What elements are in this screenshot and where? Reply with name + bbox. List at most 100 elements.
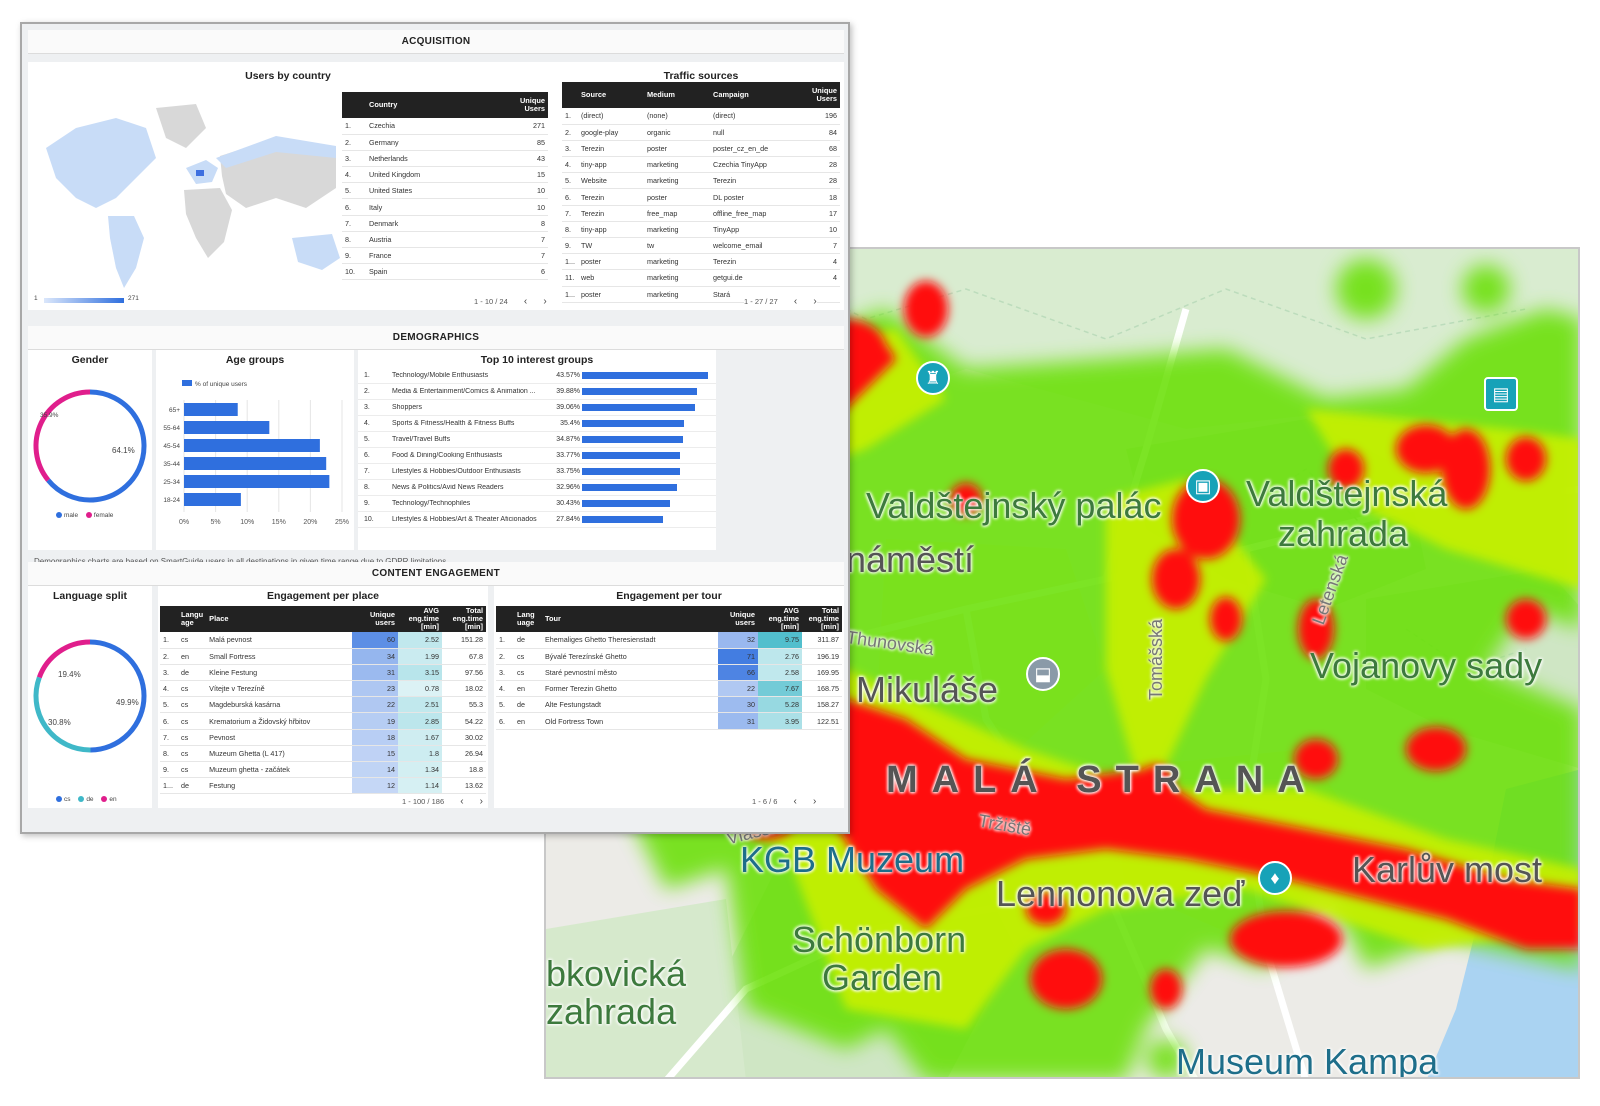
col-place[interactable]: Place xyxy=(206,606,352,632)
traffic-row[interactable]: 8. tiny-app marketing TinyApp 10 xyxy=(562,221,840,239)
col-medium[interactable]: Medium xyxy=(644,82,710,108)
interest-row[interactable]: 7. Lifestyles & Hobbies/Outdoor Enthusias… xyxy=(358,464,716,480)
camera-icon[interactable]: ▣ xyxy=(1186,469,1220,503)
traffic-row[interactable]: 11. web marketing getgui.de 4 xyxy=(562,269,840,287)
interest-row[interactable]: 6. Food & Dining/Cooking Enthusiasts 33.77… xyxy=(358,448,716,464)
language-slice-de[interactable] xyxy=(33,676,91,753)
age-bar[interactable] xyxy=(184,493,241,506)
col-total-eng-time[interactable]: Total eng.time [min] xyxy=(442,606,486,632)
tour-row[interactable]: 3. cs Staré pevnostní město 66 2.58 169.95 xyxy=(496,664,842,682)
landmark-icon[interactable]: ♦ xyxy=(1258,861,1292,895)
transit-icon[interactable]: ▤ xyxy=(1484,377,1518,411)
tour-row[interactable]: 5. de Alte Festungstadt 30 5.28 158.27 xyxy=(496,696,842,714)
interest-bar[interactable] xyxy=(582,404,695,411)
traffic-row[interactable]: 3. Terezin poster poster_cz_en_de 68 xyxy=(562,140,840,158)
next-page-icon[interactable]: › xyxy=(812,796,817,807)
col-tour[interactable]: Tour xyxy=(542,606,718,632)
traffic-row[interactable]: 6. Terezin poster DL poster 18 xyxy=(562,188,840,206)
traffic-row[interactable]: 7. Terezin free_map offline_free_map 17 xyxy=(562,205,840,222)
col-unique-users[interactable]: Unique Users xyxy=(504,92,548,118)
interest-row[interactable]: 2. Media & Entertainment/Comics & Animati… xyxy=(358,384,716,400)
next-page-icon[interactable]: › xyxy=(813,296,817,307)
language-slice-cs[interactable] xyxy=(89,639,147,753)
country-row[interactable]: 5. United States 10 xyxy=(342,182,548,200)
interest-bar[interactable] xyxy=(582,516,663,523)
col-unique-users[interactable]: Unique users xyxy=(352,606,398,632)
col-language[interactable]: Lang uage xyxy=(514,606,542,632)
country-row[interactable]: 9. France 7 xyxy=(342,247,548,265)
place-row[interactable]: 7. cs Pevnost 18 1.67 30.02 xyxy=(160,729,486,746)
traffic-row[interactable]: 4. tiny-app marketing Czechia TinyApp 28 xyxy=(562,156,840,174)
tour-row[interactable]: 2. cs Bývalé Terezínské Ghetto 71 2.76 196.19 xyxy=(496,648,842,665)
country-row[interactable]: 3. Netherlands 43 xyxy=(342,150,548,168)
place-row[interactable]: 3. de Kleine Festung 31 3.15 97.56 xyxy=(160,664,486,682)
interest-row[interactable]: 5. Travel/Travel Buffs 34.87% xyxy=(358,432,716,448)
gender-donut-chart[interactable] xyxy=(28,380,152,510)
interest-bar[interactable] xyxy=(582,468,680,475)
col-country[interactable]: Country xyxy=(366,92,504,118)
age-bar[interactable] xyxy=(184,475,330,488)
prev-page-icon[interactable]: ‹ xyxy=(793,296,798,307)
museum-icon[interactable]: ⬓ xyxy=(1026,657,1060,691)
prev-page-icon[interactable]: ‹ xyxy=(523,296,528,307)
next-page-icon[interactable]: › xyxy=(543,296,547,307)
age-bar[interactable] xyxy=(184,457,327,470)
place-row[interactable]: 9. cs Muzeum ghetta - začátek 14 1.34 18.8 xyxy=(160,761,486,779)
interest-bar[interactable] xyxy=(582,484,678,491)
traffic-row[interactable]: 2. google-play organic null 84 xyxy=(562,124,840,141)
interest-bar[interactable] xyxy=(582,372,708,379)
prev-page-icon[interactable]: ‹ xyxy=(460,796,464,807)
traffic-row[interactable]: 1. (direct) (none) (direct) 196 xyxy=(562,108,840,125)
traffic-row[interactable]: 1... poster marketing Stará xyxy=(562,286,840,303)
age-bar[interactable] xyxy=(184,403,238,416)
traffic-row[interactable]: 1... poster marketing Terezin 4 xyxy=(562,253,840,271)
tour-row[interactable]: 4. en Former Terezin Ghetto 22 7.67 168.75 xyxy=(496,680,842,698)
interest-row[interactable]: 3. Shoppers 39.06% xyxy=(358,400,716,416)
place-row[interactable]: 1. cs Malá pevnost 60 2.52 151.28 xyxy=(160,632,486,649)
country-row[interactable]: 6. Italy 10 xyxy=(342,198,548,216)
gender-slice-male[interactable] xyxy=(46,389,147,503)
language-donut-chart[interactable] xyxy=(28,636,152,766)
col-source[interactable]: Source xyxy=(578,82,644,108)
col-unique-users[interactable]: Unique users xyxy=(718,606,758,632)
interest-bar[interactable] xyxy=(582,420,685,427)
gender-slice-female[interactable] xyxy=(33,389,91,482)
col-total-eng-time[interactable]: Total eng.time [min] xyxy=(802,606,842,632)
interest-bar[interactable] xyxy=(582,436,683,443)
tour-row[interactable]: 1. de Ehemaliges Ghetto Theresienstadt 32 9.… xyxy=(496,632,842,649)
world-map-chart[interactable] xyxy=(36,98,352,294)
prev-page-icon[interactable]: ‹ xyxy=(793,796,797,807)
country-row[interactable]: 2. Germany 85 xyxy=(342,134,548,151)
col-campaign[interactable]: Campaign xyxy=(710,82,804,108)
col-unique-users[interactable]: Unique Users xyxy=(804,82,840,108)
country-row[interactable]: 1. Czechia 271 xyxy=(342,118,548,135)
interest-bar[interactable] xyxy=(582,500,670,507)
interest-row[interactable]: 9. Technology/Technophiles 30.43% xyxy=(358,496,716,512)
interest-row[interactable]: 1. Technology/Mobile Enthusiasts 43.57% xyxy=(358,368,716,384)
tour-row[interactable]: 6. en Old Fortress Town 31 3.95 122.51 xyxy=(496,712,842,730)
traffic-row[interactable]: 5. Website marketing Terezin 28 xyxy=(562,172,840,190)
interest-bar[interactable] xyxy=(582,452,680,459)
place-row[interactable]: 2. en Small Fortress 34 1.99 67.8 xyxy=(160,648,486,665)
interest-bar[interactable] xyxy=(582,388,698,395)
interest-row[interactable]: 8. News & Politics/Avid News Readers 32.96… xyxy=(358,480,716,496)
place-row[interactable]: 4. cs Vítejte v Terezíně 23 0.78 18.02 xyxy=(160,680,486,698)
interest-row[interactable]: 4. Sports & Fitness/Health & Fitness Buff… xyxy=(358,416,716,432)
language-slice-en[interactable] xyxy=(36,639,91,679)
place-row[interactable]: 6. cs Krematorium a Židovský hřbitov 19 2.85… xyxy=(160,712,486,730)
castle-icon[interactable]: ♜ xyxy=(916,361,950,395)
country-row[interactable]: 10. Spain 6 xyxy=(342,263,548,281)
country-row[interactable]: 7. Denmark 8 xyxy=(342,215,548,232)
place-row[interactable]: 8. cs Muzeum Ghetta (L 417) 15 1.8 26.94 xyxy=(160,745,486,763)
age-bar[interactable] xyxy=(184,421,270,434)
next-page-icon[interactable]: › xyxy=(479,796,483,807)
col-language[interactable]: Langu age xyxy=(178,606,207,632)
country-row[interactable]: 4. United Kingdom 15 xyxy=(342,166,548,184)
age-bar[interactable] xyxy=(184,439,320,452)
place-row[interactable]: 1... de Festung 12 1.14 13.62 xyxy=(160,777,486,795)
col-avg-eng-time[interactable]: AVG eng.time [min] xyxy=(758,606,802,632)
age-groups-chart[interactable]: 0% 5% 10% 15% 20% 25% 65+ 55-64 45-54 35-44 25-34 1… xyxy=(156,388,354,548)
country-row[interactable]: 8. Austria 7 xyxy=(342,231,548,249)
col-avg-eng-time[interactable]: AVG eng.time [min] xyxy=(398,606,442,632)
traffic-row[interactable]: 9. TW tw welcome_email 7 xyxy=(562,237,840,255)
